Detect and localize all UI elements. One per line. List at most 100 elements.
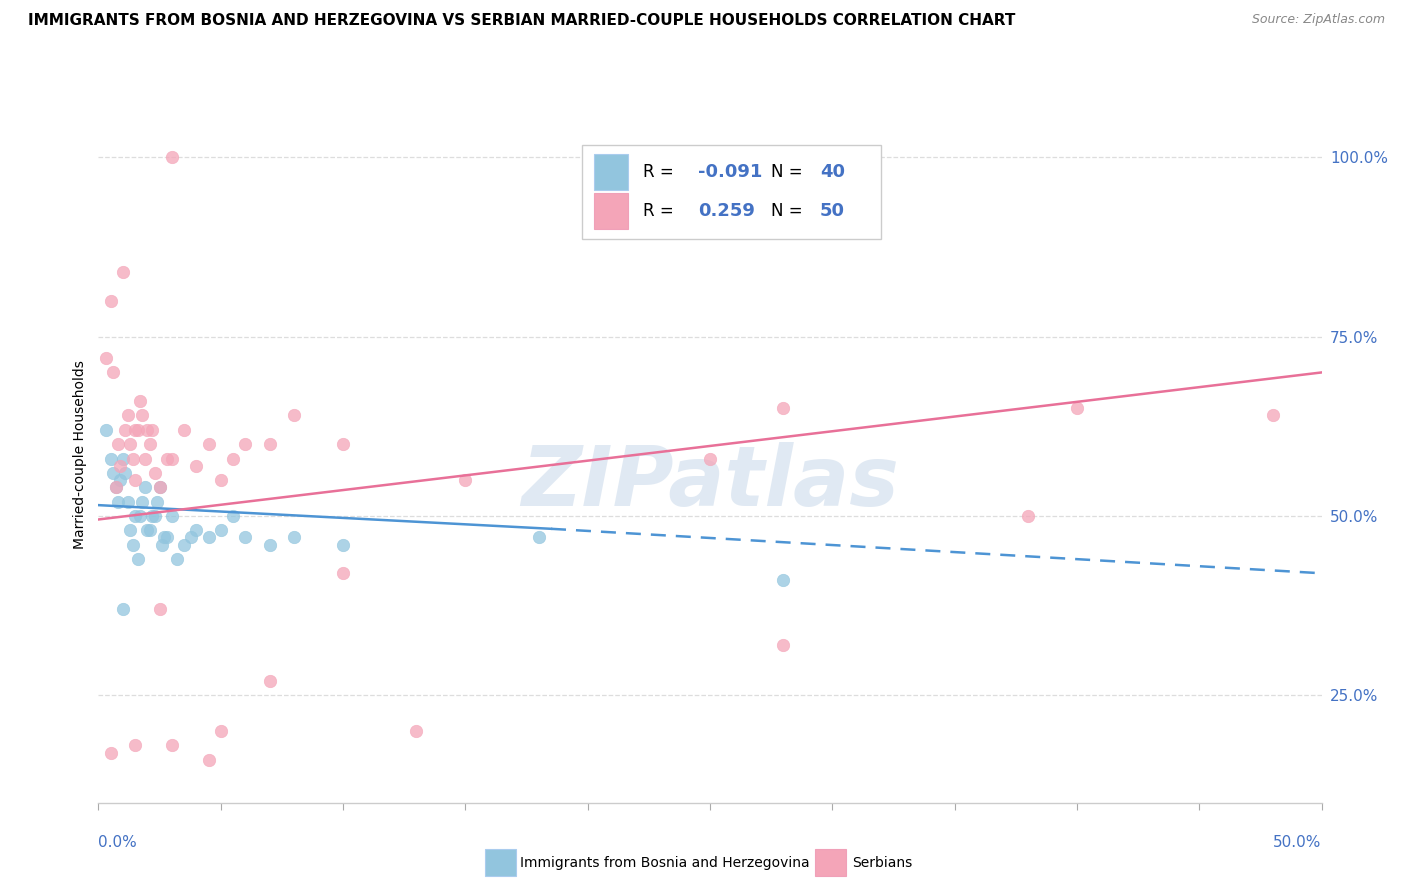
Point	[197, 437, 219, 451]
Text: IMMIGRANTS FROM BOSNIA AND HERZEGOVINA VS SERBIAN MARRIED-COUPLE HOUSEHOLDS CORR: IMMIGRANTS FROM BOSNIA AND HERZEGOVINA V…	[28, 13, 1015, 29]
Point	[124, 473, 146, 487]
Point	[94, 423, 117, 437]
Point	[156, 451, 179, 466]
Point	[134, 451, 156, 466]
Point	[121, 538, 143, 552]
Point	[101, 466, 124, 480]
Point	[139, 523, 162, 537]
Point	[104, 480, 127, 494]
Text: R =: R =	[643, 162, 679, 181]
Point	[160, 739, 183, 753]
Point	[127, 552, 149, 566]
Point	[129, 394, 152, 409]
Point	[111, 265, 134, 279]
Point	[124, 423, 146, 437]
Point	[160, 150, 183, 164]
FancyBboxPatch shape	[582, 145, 882, 239]
Point	[136, 523, 159, 537]
Point	[222, 508, 245, 523]
Point	[166, 552, 188, 566]
Text: 50.0%: 50.0%	[1274, 835, 1322, 850]
Point	[117, 409, 139, 423]
Point	[259, 673, 281, 688]
Point	[127, 423, 149, 437]
Point	[149, 480, 172, 494]
Text: -0.091: -0.091	[697, 162, 762, 181]
Point	[121, 451, 143, 466]
Point	[153, 530, 176, 544]
Point	[111, 451, 134, 466]
Point	[100, 451, 122, 466]
Point	[772, 401, 794, 416]
Point	[114, 423, 136, 437]
Point	[131, 494, 153, 508]
Text: N =: N =	[772, 162, 808, 181]
Point	[110, 458, 132, 473]
Point	[114, 466, 136, 480]
Point	[186, 523, 208, 537]
Text: 0.259: 0.259	[697, 202, 755, 220]
Point	[173, 538, 195, 552]
Point	[1066, 401, 1088, 416]
Point	[454, 473, 477, 487]
Point	[107, 494, 129, 508]
Point	[111, 602, 134, 616]
Point	[180, 530, 202, 544]
Point	[94, 351, 117, 365]
Text: ZIPatlas: ZIPatlas	[522, 442, 898, 524]
Point	[332, 437, 354, 451]
Point	[1017, 508, 1039, 523]
Point	[197, 530, 219, 544]
Point	[173, 423, 195, 437]
Point	[131, 409, 153, 423]
Point	[134, 480, 156, 494]
Point	[100, 293, 122, 308]
Point	[141, 508, 163, 523]
Point	[259, 538, 281, 552]
Text: Source: ZipAtlas.com: Source: ZipAtlas.com	[1251, 13, 1385, 27]
Point	[120, 523, 142, 537]
Point	[100, 746, 122, 760]
Point	[233, 437, 256, 451]
Point	[405, 724, 427, 739]
Point	[209, 473, 232, 487]
Point	[149, 480, 172, 494]
Point	[150, 538, 173, 552]
Point	[160, 508, 183, 523]
Text: 50: 50	[820, 202, 845, 220]
Point	[104, 480, 127, 494]
Point	[124, 508, 146, 523]
Point	[527, 530, 550, 544]
Text: Serbians: Serbians	[852, 855, 912, 870]
Y-axis label: Married-couple Households: Married-couple Households	[73, 360, 87, 549]
Point	[107, 437, 129, 451]
Point	[1261, 409, 1284, 423]
Point	[222, 451, 245, 466]
Text: 0.0%: 0.0%	[98, 835, 138, 850]
Point	[120, 437, 142, 451]
Point	[101, 366, 124, 380]
Point	[186, 458, 208, 473]
Point	[772, 638, 794, 652]
Point	[160, 451, 183, 466]
Point	[209, 724, 232, 739]
Bar	[593, 153, 628, 190]
Point	[209, 523, 232, 537]
Point	[332, 566, 354, 581]
Point	[699, 451, 721, 466]
Point	[259, 437, 281, 451]
Point	[117, 494, 139, 508]
Bar	[593, 194, 628, 229]
Point	[141, 423, 163, 437]
Text: Immigrants from Bosnia and Herzegovina: Immigrants from Bosnia and Herzegovina	[520, 855, 810, 870]
Point	[156, 530, 179, 544]
Point	[124, 739, 146, 753]
Point	[283, 409, 305, 423]
Text: 40: 40	[820, 162, 845, 181]
Point	[139, 437, 162, 451]
Point	[129, 508, 152, 523]
Point	[233, 530, 256, 544]
Point	[197, 753, 219, 767]
Point	[283, 530, 305, 544]
Point	[772, 574, 794, 588]
